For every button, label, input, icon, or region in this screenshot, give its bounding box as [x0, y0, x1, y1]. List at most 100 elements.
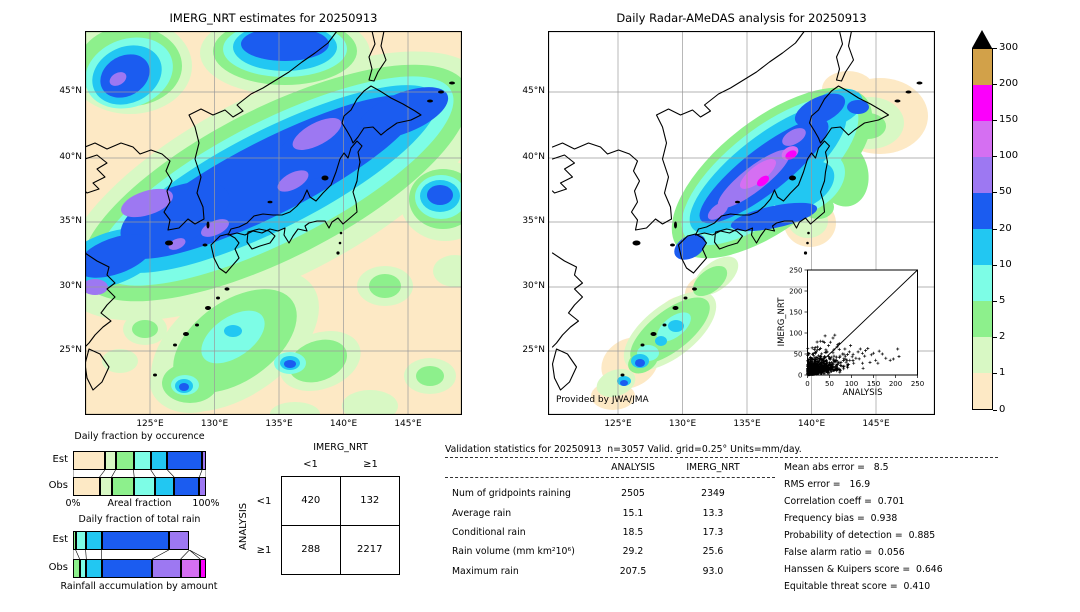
right-lon-125: 125°E	[604, 419, 632, 429]
colorbar-tick-label: 2	[999, 331, 1006, 343]
score-far: False alarm ratio = 0.056	[784, 547, 905, 558]
right-lat-30: 30°N	[522, 281, 545, 291]
colorbar-tick-label: 200	[999, 77, 1019, 89]
occurrence-bars	[73, 451, 206, 496]
identity-line	[807, 269, 918, 376]
stat-analysis-average: 15.1	[622, 508, 644, 519]
obs-bar	[73, 477, 206, 496]
contingency-row-header: ANALYSIS	[238, 502, 249, 550]
bar-segment	[75, 531, 86, 550]
bar-segment	[167, 451, 202, 470]
bar-segment	[79, 559, 87, 578]
colorbar-tick-label: 20	[999, 222, 1012, 234]
svg-text:0: 0	[798, 372, 802, 380]
right-lon-130: 130°E	[668, 419, 697, 429]
bar-segment	[174, 477, 200, 496]
colorbar-segment	[973, 373, 992, 409]
left-lat-35: 35°N	[59, 216, 82, 226]
bar-segment	[168, 531, 190, 550]
svg-text:100: 100	[845, 380, 858, 388]
validation-title: Validation statistics for 20250913 n=305…	[445, 444, 802, 455]
right-lon-135: 135°E	[733, 419, 761, 429]
left-lon-130: 130°E	[200, 419, 229, 429]
left-lat-40: 40°N	[59, 152, 82, 162]
right-lat-25: 25°N	[522, 345, 545, 355]
stat-label-maximum: Maximum rain	[452, 566, 519, 577]
svg-text:250: 250	[789, 267, 802, 275]
occurrence-chart-title: Daily fraction by occurence	[74, 431, 205, 442]
header-underline	[445, 477, 775, 478]
svg-text:100: 100	[789, 330, 802, 338]
totalrain-est-label: Est	[52, 534, 68, 545]
occurrence-obs-label: Obs	[48, 480, 68, 491]
colorbar-segment	[973, 157, 992, 193]
svg-text:200: 200	[789, 288, 802, 296]
contingency-col-header: IMERG_NRT	[313, 442, 368, 453]
bar-segment	[200, 559, 206, 578]
validation-col-analysis: ANALYSIS	[611, 462, 655, 473]
stat-analysis-volume: 29.2	[622, 546, 644, 557]
title-underline	[445, 457, 998, 458]
small-islands	[153, 81, 455, 377]
bar-segment	[199, 477, 206, 496]
imerg-precipitation-map	[85, 31, 462, 415]
colorbar-tick-label: 100	[999, 150, 1019, 162]
occurrence-est-label: Est	[52, 454, 68, 465]
colorbar-tick-label: 10	[999, 258, 1012, 270]
svg-text:150: 150	[867, 380, 880, 388]
totalrain-obs-label: Obs	[48, 562, 68, 573]
score-rms-error: RMS error = 16.9	[784, 479, 871, 490]
totalrain-caption: Rainfall accumulation by amount	[60, 581, 218, 592]
bar-segment	[99, 477, 112, 496]
stat-label-average: Average rain	[452, 508, 512, 519]
bar-segment	[150, 451, 168, 470]
stat-imerg-maximum: 93.0	[702, 566, 724, 577]
colorbar-tick-label: 0	[999, 403, 1006, 415]
contingency-cell-hits: 2217	[357, 544, 383, 556]
stat-imerg-conditional: 17.3	[702, 527, 724, 538]
contingency-col-lt1: <1	[303, 459, 318, 470]
colorbar-tick-label: 300	[999, 41, 1019, 53]
colorbar-segment	[973, 229, 992, 265]
est-bar	[73, 451, 206, 470]
left-lon-140: 140°E	[329, 419, 358, 429]
svg-text:50: 50	[794, 351, 803, 359]
bar-segment	[133, 451, 151, 470]
coastlines	[85, 31, 455, 391]
precipitation-colorbar	[972, 48, 993, 410]
score-equitable-threat: Equitable threat score = 0.410	[784, 581, 931, 592]
colorbar-tick	[993, 47, 997, 49]
stat-analysis-gridpoints: 2505	[621, 488, 645, 499]
stat-imerg-gridpoints: 2349	[701, 488, 725, 499]
bar-segment	[73, 477, 100, 496]
bar-segment	[101, 531, 169, 550]
validation-col-imerg: IMERG_NRT	[686, 462, 740, 473]
colorbar-tick	[993, 192, 997, 194]
colorbar-tick	[993, 373, 997, 375]
colorbar-tick	[993, 228, 997, 230]
bar-segment	[104, 451, 116, 470]
bar-connectors	[73, 550, 206, 559]
bar-segment	[73, 531, 76, 550]
bar-segment	[134, 477, 156, 496]
colorbar-segment	[973, 265, 992, 301]
colorbar-over-triangle	[972, 30, 992, 48]
contingency-col-ge1: ≥1	[363, 459, 378, 470]
colorbar-tick	[993, 119, 997, 121]
bar-segment	[73, 451, 105, 470]
contingency-cell-false: 132	[340, 477, 399, 526]
bar-segment	[115, 451, 134, 470]
svg-text:250: 250	[911, 380, 924, 388]
contingency-cell-miss: 288	[282, 525, 341, 574]
contingency-table: 420 132 288 2217	[281, 476, 400, 575]
colorbar-tick	[993, 409, 997, 411]
contingency-cell-hits-miss: 420	[282, 477, 341, 526]
colorbar-segment	[973, 193, 992, 229]
precip-layer-purple	[85, 72, 342, 295]
stat-imerg-volume: 25.6	[702, 546, 724, 557]
colorbar-tick	[993, 337, 997, 339]
axis-tick-0pct: 0%	[65, 498, 81, 509]
scatter-points	[806, 333, 901, 377]
